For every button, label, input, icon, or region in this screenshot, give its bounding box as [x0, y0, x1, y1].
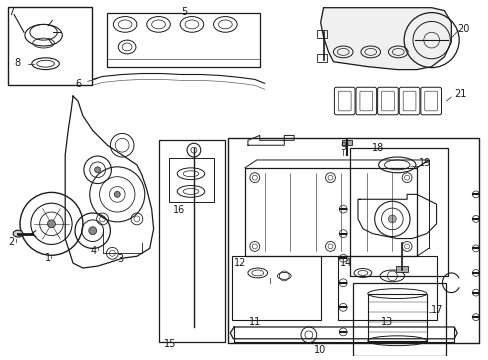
- Bar: [158, 140, 225, 342]
- Polygon shape: [320, 8, 450, 69]
- Bar: [228, 138, 478, 343]
- Bar: [342, 140, 351, 145]
- Text: 12: 12: [234, 258, 246, 268]
- Bar: [352, 283, 446, 356]
- Text: 20: 20: [456, 24, 468, 35]
- Text: 7: 7: [8, 7, 15, 17]
- Text: 5: 5: [181, 7, 187, 17]
- Text: 15: 15: [164, 339, 177, 349]
- Text: 9: 9: [340, 142, 346, 152]
- Bar: [349, 148, 447, 276]
- Text: 17: 17: [430, 305, 442, 315]
- Text: 4: 4: [91, 247, 97, 256]
- Text: 14: 14: [340, 258, 352, 268]
- Bar: [367, 294, 426, 341]
- Bar: [316, 30, 326, 38]
- Bar: [232, 256, 320, 320]
- Circle shape: [47, 220, 55, 228]
- Bar: [338, 256, 436, 320]
- Text: 16: 16: [173, 205, 185, 215]
- Bar: [169, 158, 213, 202]
- Bar: [107, 13, 259, 67]
- Circle shape: [95, 167, 101, 173]
- Bar: [8, 7, 92, 85]
- Text: 2: 2: [8, 237, 15, 247]
- Bar: [316, 54, 326, 62]
- Bar: [395, 266, 407, 272]
- Text: 19: 19: [418, 158, 430, 168]
- Text: 11: 11: [248, 317, 261, 327]
- Text: 8: 8: [14, 58, 20, 68]
- Circle shape: [387, 215, 395, 223]
- Text: 18: 18: [371, 143, 383, 153]
- Text: 1: 1: [44, 253, 50, 263]
- Text: 3: 3: [117, 254, 123, 264]
- Text: 13: 13: [381, 317, 393, 327]
- Text: 10: 10: [313, 345, 325, 355]
- Text: 21: 21: [453, 89, 466, 99]
- Ellipse shape: [13, 230, 23, 237]
- Bar: [244, 168, 416, 256]
- Circle shape: [114, 192, 120, 197]
- Text: 6: 6: [75, 80, 81, 89]
- Circle shape: [89, 227, 97, 235]
